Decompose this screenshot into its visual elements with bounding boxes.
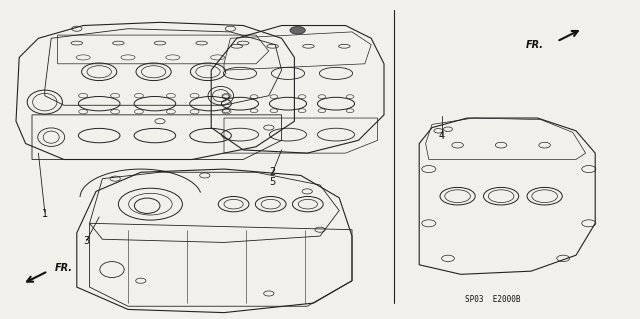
Text: 3: 3 <box>83 236 90 246</box>
Text: 4: 4 <box>438 130 445 141</box>
Text: 2: 2 <box>269 167 275 177</box>
Text: FR.: FR. <box>54 263 72 273</box>
Text: FR.: FR. <box>526 40 544 50</box>
Text: 1: 1 <box>42 209 48 219</box>
Text: 5: 5 <box>269 177 275 187</box>
Text: SP03  E2000B: SP03 E2000B <box>465 295 520 304</box>
Circle shape <box>290 26 305 34</box>
